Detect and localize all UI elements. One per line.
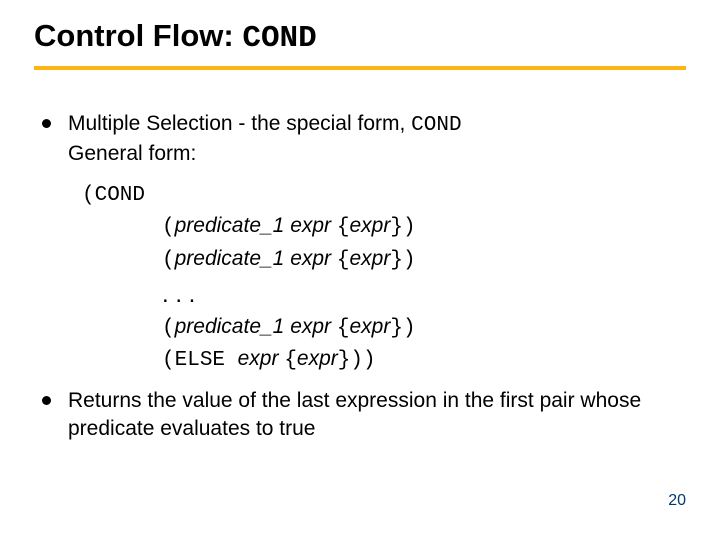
expr: expr xyxy=(297,347,338,370)
bullet-list: Multiple Selection - the special form, C… xyxy=(38,110,682,169)
brace-r: } xyxy=(390,216,403,239)
pred: predicate_1 expr xyxy=(175,214,337,237)
expr: expr xyxy=(238,347,285,370)
brace-r: } xyxy=(338,349,351,372)
bullet-1-line2: General form: xyxy=(68,140,682,168)
brace-r: } xyxy=(390,249,403,272)
brace-l: { xyxy=(337,216,350,239)
brace-l: { xyxy=(337,317,350,340)
cond-dots: . . . xyxy=(82,277,682,312)
paren-l: ( xyxy=(162,317,175,340)
bullet-2: Returns the value of the last expression… xyxy=(38,387,682,444)
cond-row-2: (predicate_1 expr {expr}) xyxy=(82,244,682,277)
expr: expr xyxy=(350,214,391,237)
cond-row-3: (predicate_1 expr {expr}) xyxy=(82,312,682,345)
bullet-1: Multiple Selection - the special form, C… xyxy=(38,110,682,169)
paren-r: ) xyxy=(403,249,416,272)
slide-body: Multiple Selection - the special form, C… xyxy=(0,70,720,444)
title-code: COND xyxy=(242,21,316,56)
cond-open: (COND xyxy=(82,181,682,212)
paren-r: ) xyxy=(403,317,416,340)
paren-l: ( xyxy=(162,349,175,372)
expr: expr xyxy=(350,315,391,338)
title-wrap: Control Flow: COND xyxy=(0,0,720,56)
cond-block: (COND (predicate_1 expr {expr}) (predica… xyxy=(38,173,682,387)
brace-l: { xyxy=(284,349,297,372)
expr: expr xyxy=(350,247,391,270)
bullet-list-2: Returns the value of the last expression… xyxy=(38,387,682,444)
cond-row-1: (predicate_1 expr {expr}) xyxy=(82,211,682,244)
paren-l: ( xyxy=(162,249,175,272)
paren-r: )) xyxy=(350,349,375,372)
bullet-2-text: Returns the value of the last expression… xyxy=(68,389,641,440)
cond-else-row: (ELSE expr {expr})) xyxy=(82,344,682,377)
slide: Control Flow: COND Multiple Selection - … xyxy=(0,0,720,540)
brace-r: } xyxy=(390,317,403,340)
pred: predicate_1 expr xyxy=(175,315,337,338)
else-kw: ELSE xyxy=(175,349,238,372)
paren-r: ) xyxy=(403,216,416,239)
slide-title: Control Flow: COND xyxy=(34,18,686,56)
bullet-1-code: COND xyxy=(411,114,461,137)
pred: predicate_1 expr xyxy=(175,247,337,270)
brace-l: { xyxy=(337,249,350,272)
title-prefix: Control Flow: xyxy=(34,18,242,53)
paren-l: ( xyxy=(162,216,175,239)
bullet-1-text: Multiple Selection - the special form, xyxy=(68,112,411,135)
page-number: 20 xyxy=(668,492,686,510)
